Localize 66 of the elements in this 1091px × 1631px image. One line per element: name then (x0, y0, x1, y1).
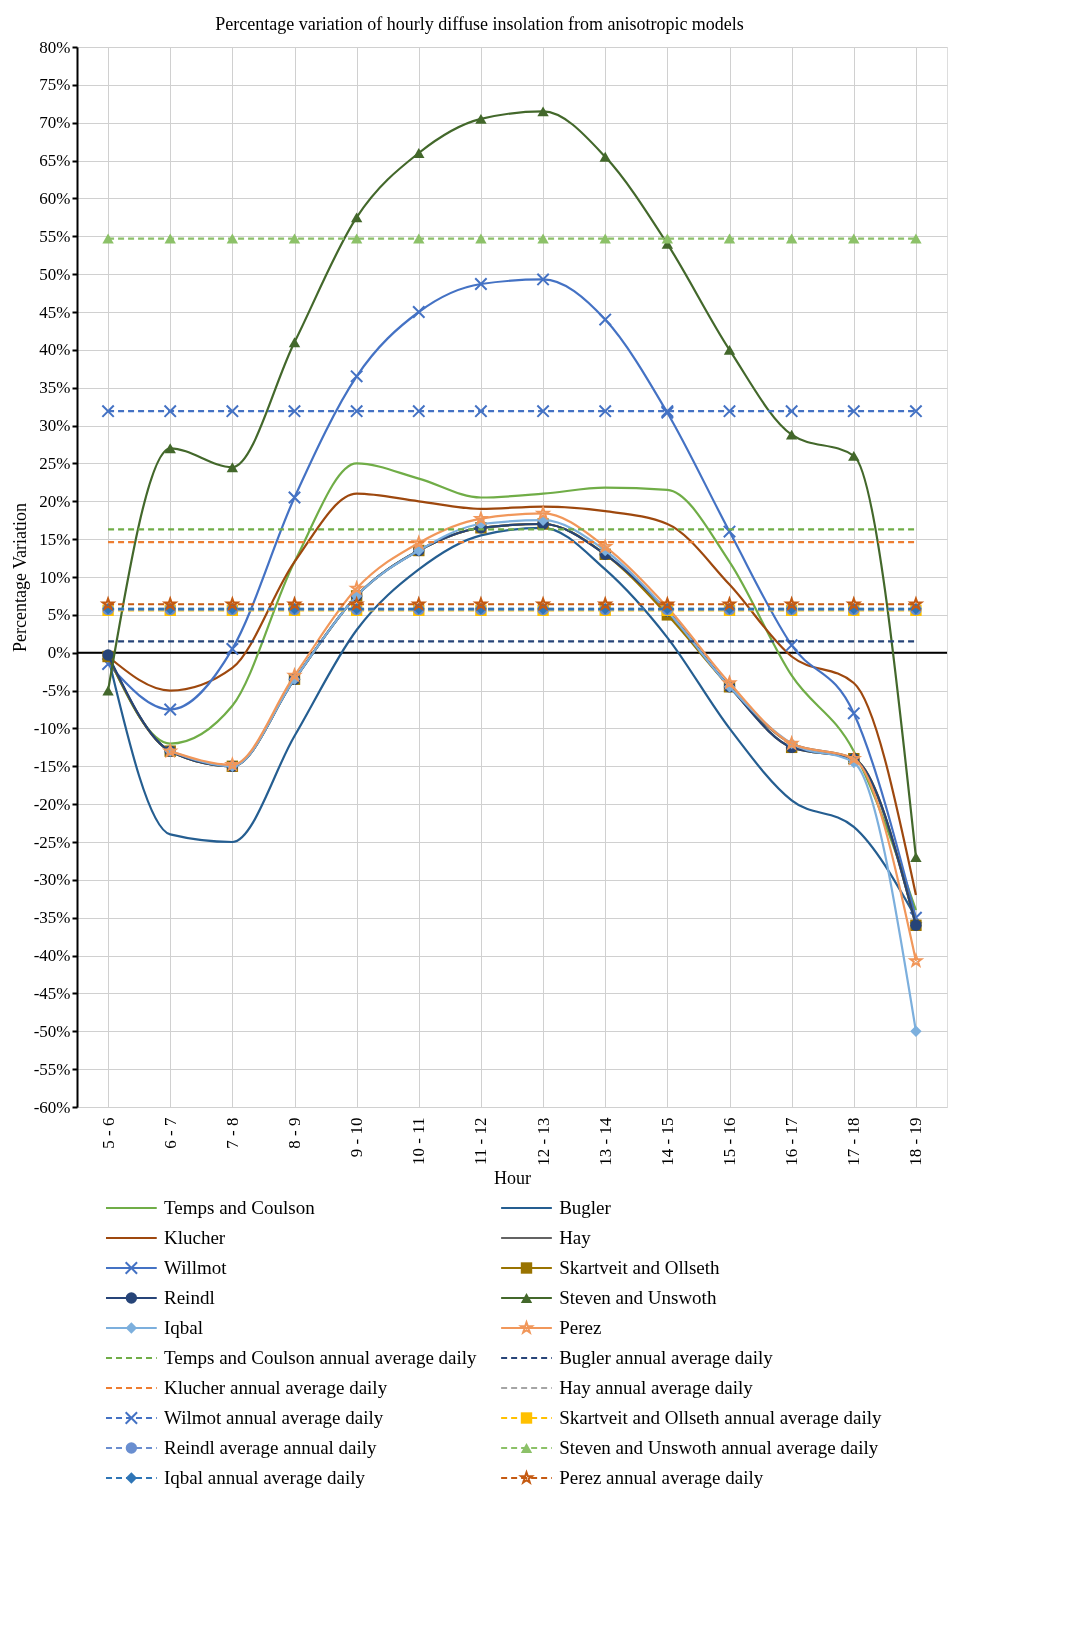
y-tick-label: 80% (39, 37, 71, 57)
legend-label: Perez (559, 1317, 602, 1338)
x-tick-label: 16 - 17 (782, 1117, 802, 1166)
y-tick-label: 75% (39, 75, 71, 95)
y-tick-label: -55% (33, 1059, 71, 1079)
legend-label: Wilmot annual average daily (164, 1407, 384, 1428)
x-tick-label: 5 - 6 (98, 1117, 118, 1149)
x-tick-label: 15 - 16 (720, 1117, 739, 1166)
y-tick-label: -15% (33, 756, 71, 776)
x-tick-label: 17 - 18 (844, 1117, 864, 1166)
y-tick-label: 70% (39, 113, 71, 133)
y-tick-label: -45% (33, 983, 71, 1003)
y-tick-label: 45% (39, 302, 71, 322)
y-tick-label: -10% (33, 718, 71, 738)
y-axis-title: Percentage Variation (9, 502, 30, 653)
legend-label: Bugler (559, 1197, 612, 1218)
x-tick-label: 8 - 9 (285, 1117, 304, 1149)
legend-label: Hay (559, 1227, 592, 1248)
y-tick-label: -20% (33, 794, 71, 814)
x-tick-label: 7 - 8 (222, 1117, 242, 1149)
legend-label: Steven and Unswoth annual average daily (559, 1437, 879, 1458)
y-tick-label: 55% (39, 226, 71, 246)
legend-label: Willmot (164, 1257, 228, 1278)
y-tick-label: -25% (33, 832, 71, 852)
x-tick-label: 13 - 14 (595, 1117, 615, 1166)
y-tick-label: -40% (33, 946, 71, 966)
y-tick-label: -50% (33, 1021, 71, 1041)
y-tick-label: 40% (39, 340, 71, 360)
y-tick-label: -60% (33, 1097, 71, 1117)
legend-label: Klucher (164, 1227, 226, 1248)
legend-label: Iqbal annual average daily (164, 1467, 366, 1488)
x-tick-label: 9 - 10 (347, 1117, 367, 1158)
legend-label: Klucher annual average daily (164, 1377, 388, 1398)
y-tick-label: 25% (39, 453, 71, 473)
legend-label: Perez annual average daily (559, 1467, 764, 1488)
y-tick-label: -35% (33, 908, 71, 928)
y-tick-label: 20% (39, 491, 71, 511)
y-tick-label: 50% (39, 264, 71, 284)
y-tick-label: 60% (39, 188, 71, 208)
y-tick-label: 15% (39, 529, 71, 549)
legend-label: Hay annual average daily (559, 1377, 754, 1398)
y-tick-label: 0% (47, 643, 71, 663)
legend-label: Skartveit and Ollseth (559, 1257, 721, 1278)
legend-label: Steven and Unswoth (559, 1287, 717, 1308)
x-tick-label: 11 - 12 (471, 1117, 491, 1166)
x-tick-label: 12 - 13 (533, 1117, 553, 1166)
legend-label: Reindl average annual daily (164, 1437, 378, 1458)
legend-label: Bugler annual average daily (559, 1347, 774, 1368)
y-tick-label: 30% (39, 416, 71, 436)
legend-label: Temps and Coulson (164, 1197, 316, 1218)
x-tick-label: 14 - 15 (657, 1117, 677, 1166)
legend-label: Reindl (164, 1287, 215, 1308)
legend-label: Iqbal (164, 1317, 204, 1338)
chart-title: Percentage variation of hourly diffuse insolation from anisotropic models (215, 13, 744, 34)
y-tick-label: 65% (39, 151, 71, 171)
y-tick-label: 10% (39, 567, 71, 587)
x-tick-label: 10 - 11 (409, 1117, 429, 1166)
legend-label: Skartveit and Ollseth annual average daily (559, 1407, 882, 1428)
x-axis-title: Hour (494, 1167, 531, 1188)
y-tick-label: -30% (33, 870, 71, 890)
y-tick-label: -5% (42, 681, 71, 701)
y-tick-label: 35% (39, 378, 71, 398)
x-tick-label: 6 - 7 (160, 1117, 180, 1149)
x-tick-label: 18 - 19 (906, 1117, 926, 1166)
y-tick-label: 5% (47, 605, 71, 625)
legend-label: Temps and Coulson annual average daily (164, 1347, 478, 1368)
